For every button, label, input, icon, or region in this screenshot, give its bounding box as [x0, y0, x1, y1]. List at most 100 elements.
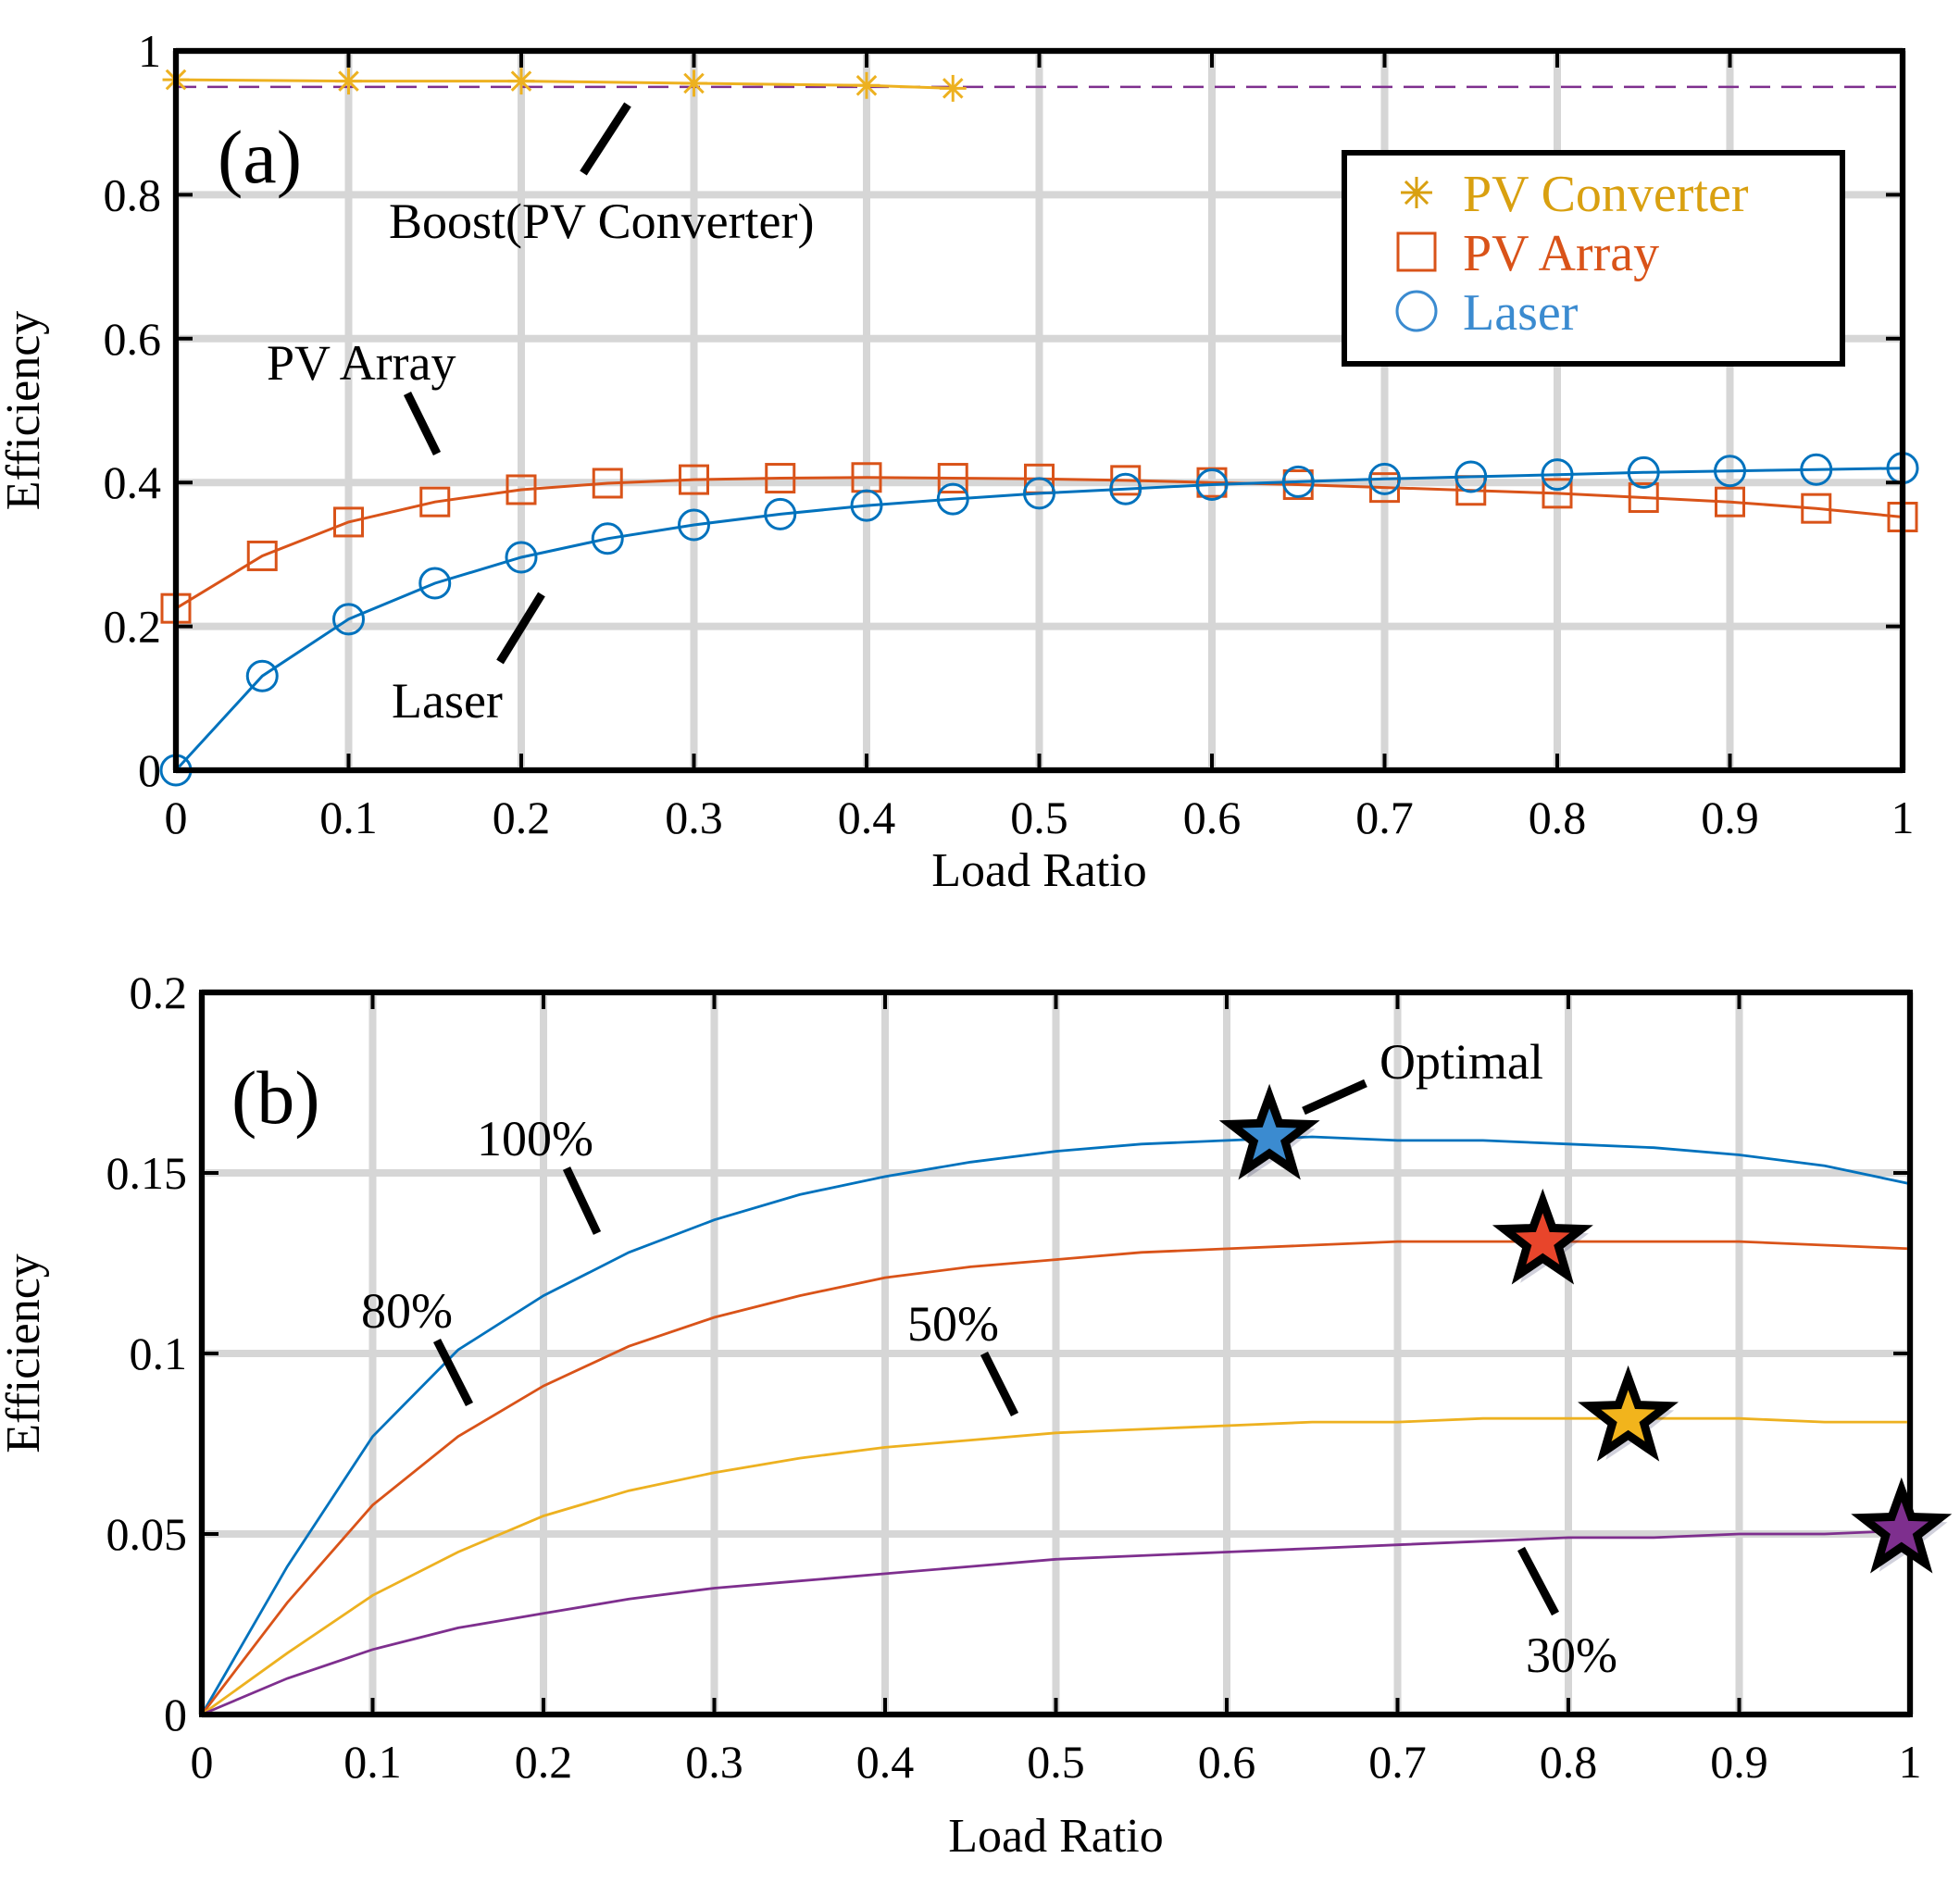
optimal-star-marker [1851, 1477, 1953, 1574]
series-line-80pct [200, 1240, 1911, 1715]
data-point-marker [939, 74, 967, 102]
annotation-label: 30% [1526, 1627, 1617, 1683]
data-point-marker [937, 463, 968, 494]
b-y-tick-label: 0.15 [106, 1147, 188, 1199]
a-x-tick-label: 0.6 [1183, 792, 1242, 843]
data-point-marker [1800, 453, 1833, 486]
a-x-tick-label: 1 [1891, 792, 1915, 843]
data-point-marker [1628, 482, 1659, 514]
data-point-marker [853, 71, 880, 99]
data-point-marker [245, 659, 279, 692]
b-x-tick-label: 0.4 [856, 1736, 915, 1788]
data-point-marker [1109, 472, 1142, 505]
a-x-tick-label: 0.9 [1701, 792, 1759, 843]
panel-b-x-ticks: 0 0.1 0.2 0.3 0.4 0.5 0.6 0.7 0.8 0.9 1 [191, 992, 1922, 1788]
star-shape [1578, 1365, 1679, 1462]
annotation-label: Laser [392, 673, 503, 729]
data-point-marker [1627, 455, 1660, 489]
annotation-pointer [980, 1351, 1019, 1417]
data-point-marker [419, 486, 451, 518]
b-x-tick-label: 0.5 [1027, 1736, 1085, 1788]
data-point-marker [418, 567, 452, 600]
data-point-marker-stroke [855, 75, 878, 96]
data-point-marker [850, 489, 883, 522]
data-point-marker [332, 603, 365, 636]
data-point-marker [591, 522, 624, 555]
series-line-30pct [201, 1528, 1911, 1716]
annotation-label: Boost(PV Converter) [389, 193, 814, 249]
panel-a-y-axis-label: Efficiency [0, 311, 50, 511]
annotation-pointer [1302, 1079, 1367, 1116]
data-point-marker [335, 68, 362, 95]
panel-a-series [159, 66, 1919, 787]
a-x-tick-label: 0 [165, 792, 188, 843]
panel-a-x-axis-label: Load Ratio [931, 844, 1147, 897]
legend-entry: PV Array [1396, 225, 1659, 282]
b-x-tick-label: 0.6 [1198, 1736, 1256, 1788]
panel-b-y-axis-label: Efficiency [0, 1253, 50, 1453]
a-y-tick-label: 1 [138, 25, 161, 77]
series-pv-converter [162, 66, 967, 102]
panel-a: 0 0.1 0.2 0.3 0.4 0.5 0.6 0.7 0.8 0.9 1 0 0.2 0.4 0.6… [0, 25, 1919, 897]
legend-label: PV Converter [1463, 166, 1749, 223]
b-x-tick-label: 0.9 [1710, 1736, 1768, 1788]
star-shape [1492, 1188, 1593, 1285]
data-point-marker [680, 69, 707, 97]
a-x-tick-label: 0.1 [319, 792, 378, 843]
panel-b-grid [198, 989, 1914, 1718]
series-line-100pct [200, 1135, 1911, 1715]
a-y-tick-label: 0.6 [104, 313, 162, 365]
annotation-pointer [1517, 1546, 1559, 1616]
star-shape [1851, 1477, 1953, 1574]
data-point-marker [1541, 458, 1574, 492]
a-y-tick-label: 0.4 [104, 456, 162, 508]
a-y-tick-label: 0.2 [104, 601, 162, 653]
panel-b-annotations: Optimal 100% 80% 50% 30% [361, 1034, 1617, 1683]
legend-marker-dot [1413, 189, 1420, 196]
a-x-tick-label: 0.3 [665, 792, 723, 843]
b-x-tick-label: 0 [191, 1736, 214, 1788]
legend-label: PV Array [1463, 225, 1659, 282]
data-point-marker-stroke [683, 72, 705, 94]
panel-b-y-ticks: 0 0.05 0.1 0.15 0.2 [106, 966, 1910, 1740]
data-point-marker [1368, 462, 1401, 495]
legend-marker-circle [1395, 290, 1438, 332]
data-point-marker [1023, 477, 1055, 510]
annotation-pointer [496, 592, 545, 665]
data-point-marker [1801, 493, 1832, 524]
star-shape [1218, 1083, 1320, 1180]
series-laser [159, 452, 1919, 787]
data-point-marker-stroke [338, 70, 359, 92]
b-x-tick-label: 0.2 [515, 1736, 573, 1788]
b-y-tick-label: 0.2 [130, 966, 188, 1018]
data-point-marker-stroke [510, 70, 532, 92]
data-point-marker [1714, 455, 1746, 488]
a-x-tick-label: 0.4 [838, 792, 896, 843]
b-x-tick-label: 0.8 [1540, 1736, 1598, 1788]
panel-a-x-ticks: 0 0.1 0.2 0.3 0.4 0.5 0.6 0.7 0.8 0.9 1 [165, 51, 1915, 843]
panel-a-y-ticks: 0 0.2 0.4 0.6 0.8 1 [104, 25, 1903, 796]
data-point-marker [506, 474, 537, 505]
data-point-marker [333, 506, 364, 538]
panel-a-label: (a) [218, 115, 302, 199]
legend-entry: PV Converter [1401, 166, 1749, 223]
optimal-star-marker [1218, 1083, 1320, 1180]
data-point-marker [1195, 468, 1229, 502]
annotation-label: 80% [361, 1283, 453, 1339]
data-point-marker [764, 497, 797, 530]
b-x-tick-label: 0.3 [685, 1736, 743, 1788]
data-point-marker [505, 541, 538, 574]
b-y-tick-label: 0 [164, 1689, 187, 1740]
b-y-tick-label: 0.05 [106, 1508, 188, 1560]
data-point-marker [679, 464, 709, 495]
annotation-pointer [580, 102, 631, 176]
annotation-label: Optimal [1379, 1034, 1543, 1090]
b-x-tick-label: 0.7 [1368, 1736, 1427, 1788]
annotation-pointer [403, 392, 442, 455]
data-point-marker-stroke [942, 78, 964, 99]
series-line [174, 467, 1904, 772]
annotation-label: PV Array [267, 335, 456, 391]
annotation-pointer [432, 1338, 474, 1407]
a-x-tick-label: 0.7 [1355, 792, 1414, 843]
